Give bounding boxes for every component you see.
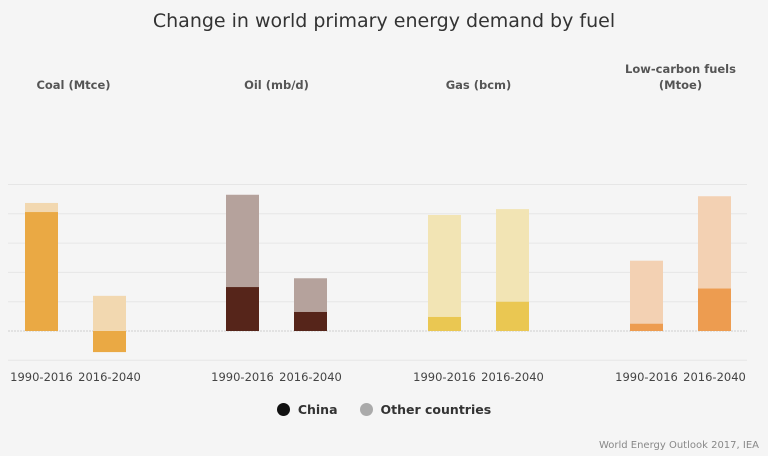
legend-label: China: [297, 402, 338, 417]
panel-title: (Mtoe): [659, 78, 702, 92]
legend-label: Other countries: [380, 402, 492, 417]
x-tick-label: 2016-2040: [78, 370, 141, 384]
bar-china: [630, 323, 663, 331]
source-note: World Energy Outlook 2017, IEA: [598, 440, 759, 451]
bar-china: [428, 316, 461, 331]
x-tick-label: 2016-2040: [683, 370, 746, 384]
x-tick-label: 2016-2040: [279, 370, 342, 384]
bar-other-countries: [630, 260, 663, 324]
chart-plot: Coal (Mtce) 1990-2016 2016-2040 Oil (mb/d) 1…: [8, 62, 747, 384]
x-tick-label: 1990-2016: [211, 370, 274, 384]
bar-china: [294, 311, 327, 331]
bar-china: [226, 287, 259, 331]
other-swatch-icon: [359, 403, 373, 416]
x-tick-label: 1990-2016: [413, 370, 476, 384]
bar-china: [25, 212, 58, 331]
legend: China Other countries: [0, 402, 768, 417]
x-tick-label: 1990-2016: [10, 370, 73, 384]
panel-title: Gas (bcm): [446, 78, 512, 92]
bar-other-countries: [25, 202, 58, 213]
bar-china: [496, 301, 529, 331]
x-tick-label: 2016-2040: [481, 370, 544, 384]
legend-item-other: Other countries: [359, 402, 492, 417]
bar-other-countries: [93, 295, 126, 331]
x-tick-label: 1990-2016: [615, 370, 678, 384]
bar-other-countries: [428, 214, 461, 317]
bar-china: [93, 331, 126, 353]
bar-other-countries: [294, 278, 327, 312]
bar-other-countries: [698, 196, 731, 289]
panel-title: Oil (mb/d): [244, 78, 309, 92]
bar-other-countries: [226, 194, 259, 288]
panel-title: Low-carbon fuels: [625, 62, 736, 76]
bar-other-countries: [496, 209, 529, 302]
bar-china: [698, 288, 731, 331]
legend-item-china: China: [276, 402, 338, 417]
panel-title: Coal (Mtce): [36, 78, 110, 92]
china-swatch-icon: [276, 403, 290, 416]
chart-title: Change in world primary energy demand by…: [152, 10, 616, 32]
